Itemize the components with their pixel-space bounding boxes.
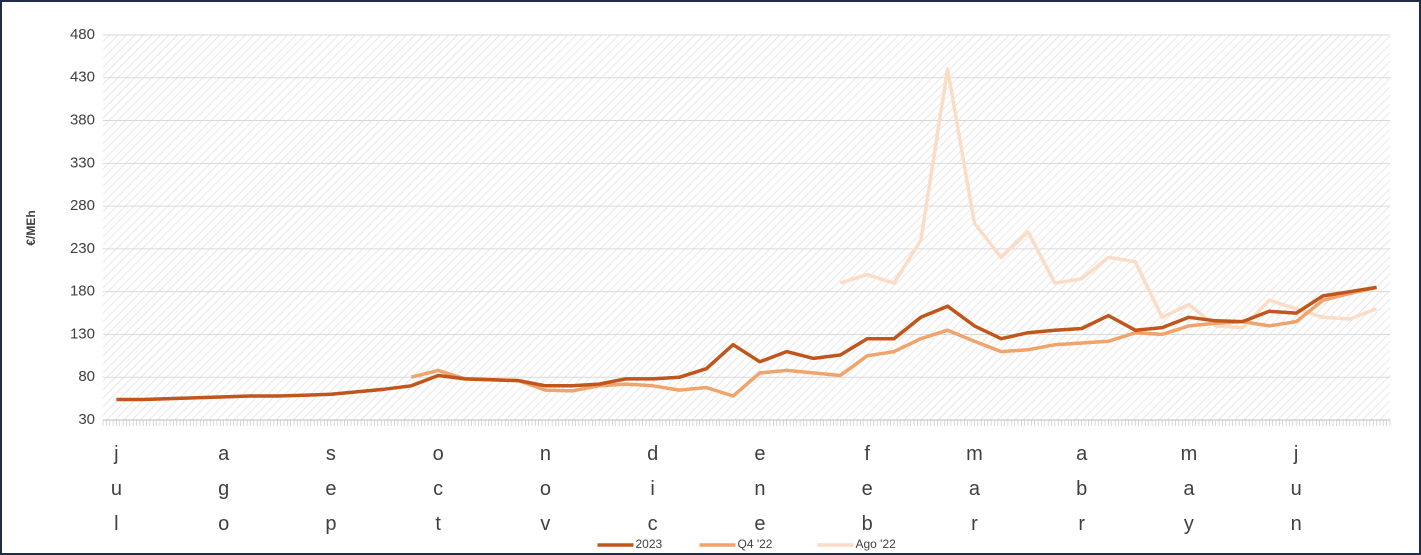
y-tick-label: 230: [70, 240, 95, 257]
y-tick-label: 280: [70, 197, 95, 214]
y-tick-label: 430: [70, 69, 95, 86]
y-axis-label: €/MEh: [24, 210, 38, 245]
y-tick-label: 330: [70, 154, 95, 171]
series-line: [410, 285, 1377, 398]
series-line: [839, 67, 1378, 330]
y-tick-label: 180: [70, 283, 95, 300]
y-tick-label: 80: [78, 368, 95, 385]
y-tick-label: 30: [78, 411, 95, 428]
legend-label: Ago '22: [856, 537, 897, 551]
legend-label: 2023: [636, 537, 663, 551]
y-tick-label: 130: [70, 325, 95, 342]
series-line: [116, 285, 1377, 402]
legend-label: Q4 '22: [738, 537, 773, 551]
y-tick-label: 380: [70, 112, 95, 129]
plot-area: [103, 35, 1390, 420]
y-tick-label: 480: [70, 26, 95, 43]
